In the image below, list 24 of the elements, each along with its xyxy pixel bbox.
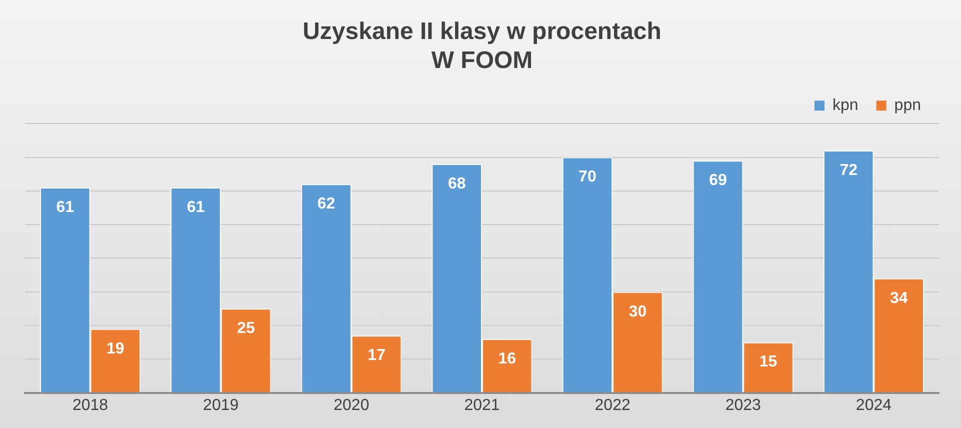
data-label: 69 bbox=[709, 172, 728, 190]
data-label: 30 bbox=[628, 303, 647, 320]
data-label: 16 bbox=[498, 350, 516, 368]
data-label: 61 bbox=[186, 198, 205, 216]
data-label: 19 bbox=[106, 340, 124, 358]
x-tick-label: 2022 bbox=[594, 396, 630, 414]
data-label: 70 bbox=[578, 168, 596, 186]
x-tick-label: 2019 bbox=[203, 396, 239, 414]
legend-label: kpn bbox=[832, 97, 858, 114]
data-label: 15 bbox=[759, 354, 778, 371]
x-tick-label: 2021 bbox=[464, 396, 500, 414]
data-label: 34 bbox=[890, 290, 908, 307]
data-label: 68 bbox=[448, 175, 466, 192]
x-tick-label: 2018 bbox=[72, 396, 108, 414]
legend-label: ppn bbox=[894, 97, 922, 114]
data-label: 62 bbox=[317, 196, 336, 213]
data-label: 25 bbox=[237, 320, 255, 338]
data-label: 61 bbox=[56, 198, 74, 216]
x-tick-label: 2024 bbox=[856, 396, 892, 414]
x-tick-label: 2023 bbox=[725, 396, 762, 414]
x-tick-label: 2020 bbox=[334, 396, 370, 414]
data-label: 72 bbox=[840, 162, 858, 179]
data-label: 17 bbox=[368, 347, 386, 364]
chart-title: Uzyskane II klasy w procentach W FOOM bbox=[302, 18, 662, 74]
